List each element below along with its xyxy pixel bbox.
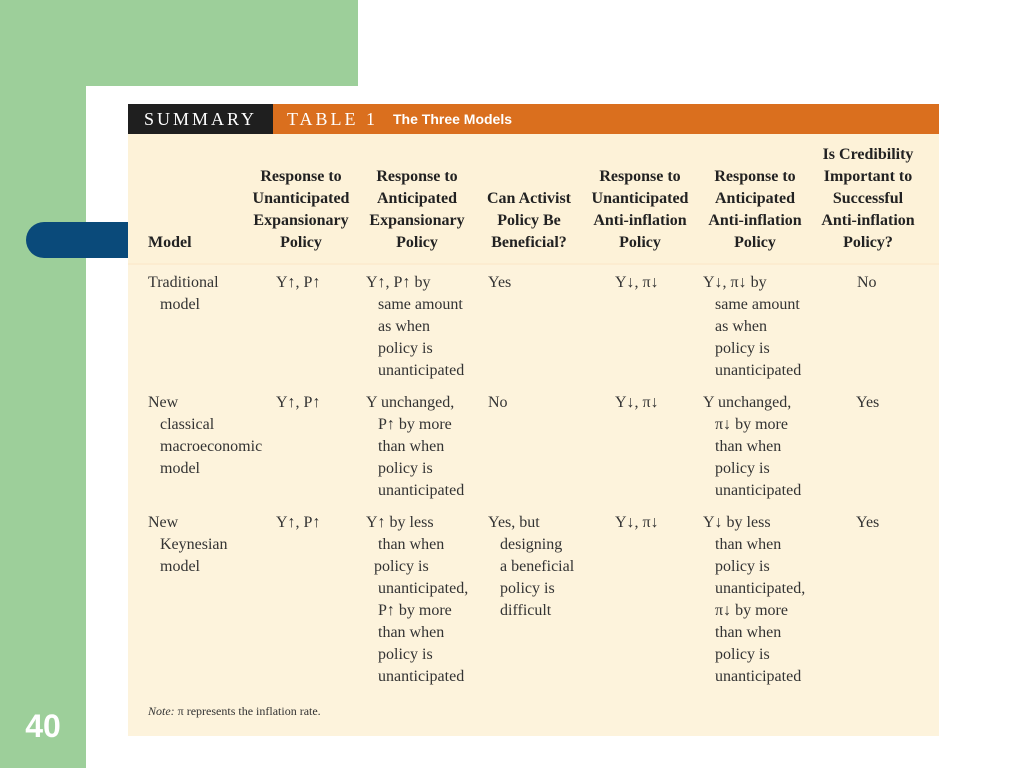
table-note: Note: π represents the inflation rate. — [148, 704, 321, 719]
table-title: The Three Models — [393, 111, 513, 127]
header-model: Model — [148, 234, 192, 251]
header-unanticipated-expansionary: Response to Unanticipated Expansionary P… — [252, 168, 350, 251]
row-traditional-unanticipated-expansionary: Y↑, P↑ — [276, 274, 321, 291]
table-title-bar: SUMMARY TABLE 1 The Three Models — [128, 104, 939, 134]
row-new-classical-anticipated-expansionary: Y unchanged, P↑ by more than when policy… — [366, 394, 465, 499]
decor-navy-pill — [26, 222, 130, 258]
row-traditional-anticipated-expansionary: Y↑, P↑ by same amount as when policy is … — [366, 274, 465, 379]
row-new-keynesian-model: New Keynesian model — [148, 514, 228, 575]
row-new-classical-unanticipated-expansionary: Y↑, P↑ — [276, 394, 321, 411]
row-new-keynesian-unanticipated-expansionary: Y↑, P↑ — [276, 514, 321, 531]
row-new-classical-model: New classical macroeconomic model — [148, 394, 263, 477]
table-header — [128, 134, 939, 263]
slide-number: 40 — [25, 708, 61, 744]
row-new-classical-anticipated-anti-inflation: Y unchanged, π↓ by more than when policy… — [703, 394, 802, 499]
decor-green-strip — [0, 86, 86, 768]
row-traditional-credibility: No — [857, 274, 877, 291]
row-traditional-anticipated-anti-inflation: Y↓, π↓ by same amount as when policy is … — [703, 274, 802, 379]
row-new-classical-unanticipated-anti-inflation: Y↓, π↓ — [615, 394, 659, 411]
row-new-keynesian-anticipated-anti-inflation: Y↓ by less than when policy is unanticip… — [703, 514, 806, 685]
row-traditional-activist: Yes — [488, 274, 512, 291]
header-anticipated-anti-inflation: Response to Anticipated Anti-inflation P… — [708, 168, 802, 251]
row-traditional-model: Traditional model — [148, 274, 219, 313]
header-anticipated-expansionary: Response to Anticipated Expansionary Pol… — [369, 168, 465, 251]
decor-green-block — [0, 0, 358, 86]
row-new-classical-activist: No — [488, 394, 508, 411]
row-new-keynesian-credibility: Yes — [856, 514, 880, 531]
row-new-keynesian-unanticipated-anti-inflation: Y↓, π↓ — [615, 514, 659, 531]
summary-box: SUMMARY — [128, 104, 273, 134]
row-new-classical-credibility: Yes — [856, 394, 880, 411]
note-label: Note: — [148, 704, 175, 718]
header-divider — [128, 263, 939, 265]
row-new-keynesian-activist: Yes, but designing a beneficial policy i… — [488, 514, 575, 619]
header-credibility: Is Credibility Important to Successful A… — [821, 146, 915, 251]
header-activist-policy: Can Activist Policy Be Beneficial? — [487, 190, 571, 251]
header-unanticipated-anti-inflation: Response to Unanticipated Anti-inflation… — [591, 168, 689, 251]
table-number: TABLE 1 — [287, 109, 379, 129]
row-new-keynesian-anticipated-expansionary: Y↑ by less than when policy is unanticip… — [366, 514, 469, 685]
row-traditional-unanticipated-anti-inflation: Y↓, π↓ — [615, 274, 659, 291]
summary-label: SUMMARY — [144, 109, 258, 129]
summary-table: SUMMARY TABLE 1 The Three Models Model R… — [128, 104, 939, 736]
note-text: π represents the inflation rate. — [177, 704, 321, 718]
